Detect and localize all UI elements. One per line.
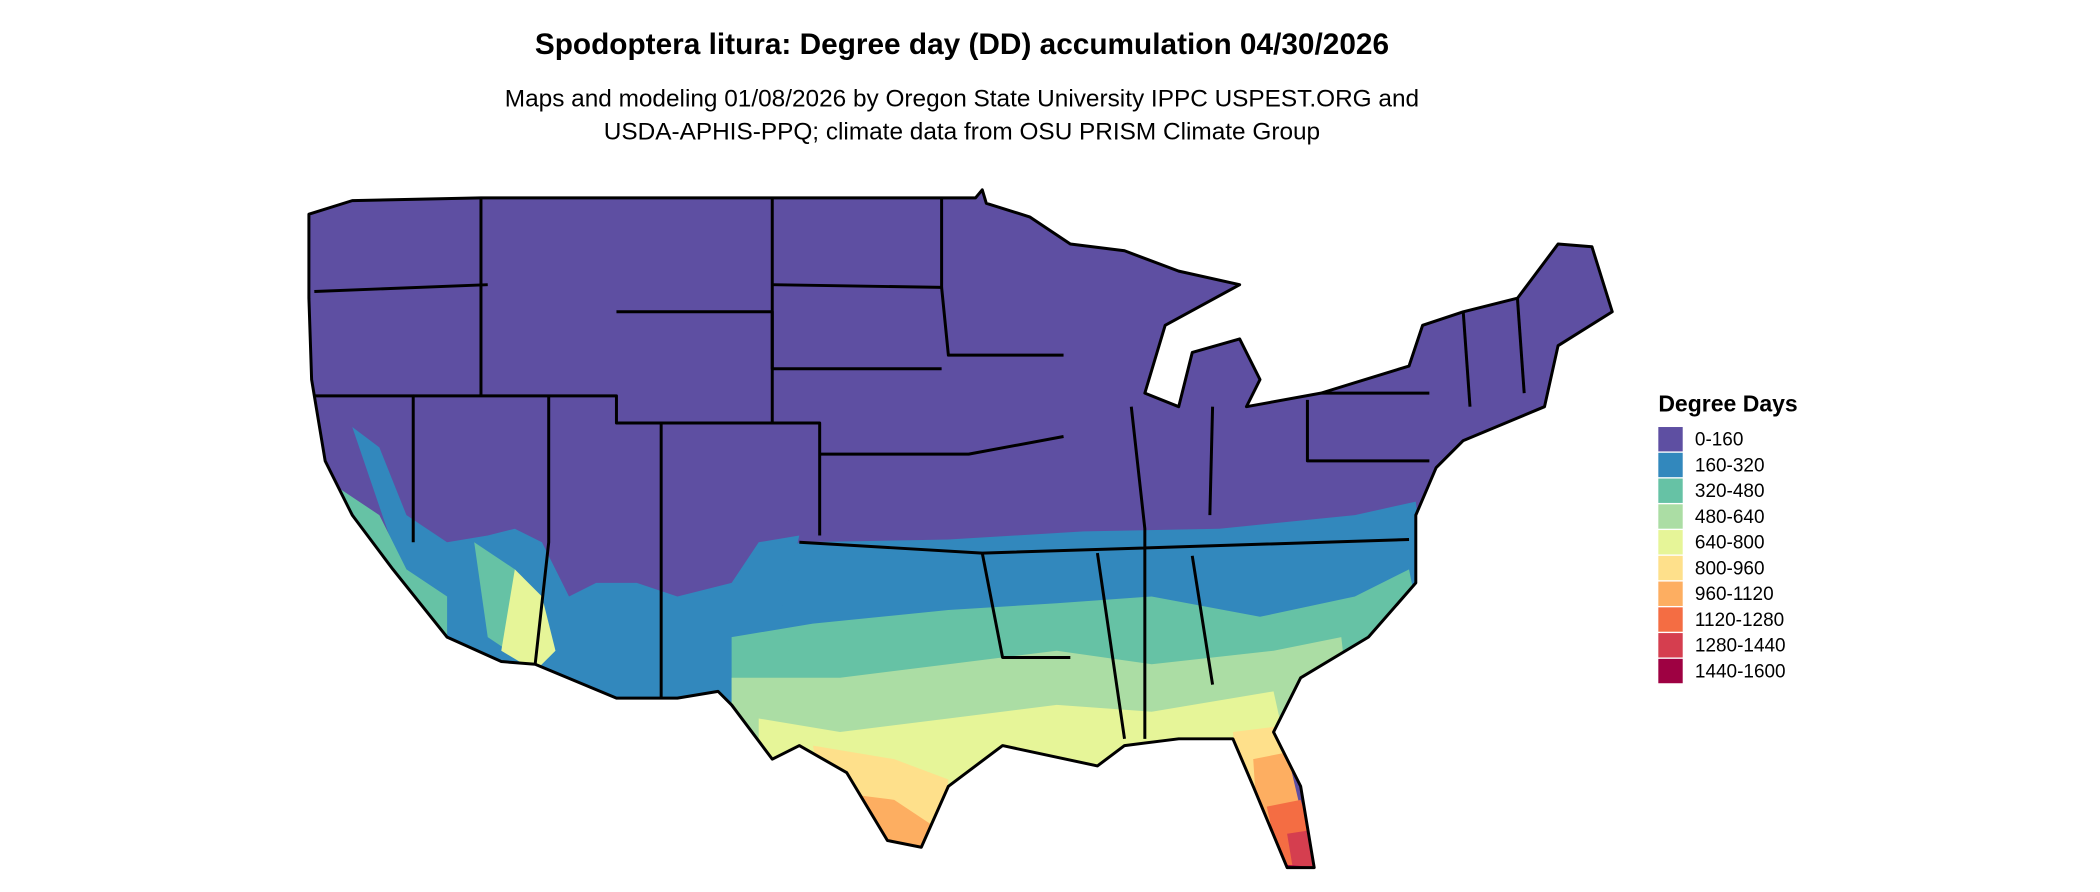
zone: [338, 488, 448, 638]
legend-label: 160-320: [1695, 455, 1765, 476]
legend-label: 800-960: [1695, 558, 1765, 579]
zone: [352, 427, 800, 705]
legend-swatch: [1658, 427, 1683, 452]
legend-swatch: [1658, 530, 1683, 555]
legend-swatch: [1658, 658, 1683, 684]
legend-swatch: [1658, 581, 1683, 606]
legend-label: 0-160: [1695, 430, 1744, 451]
legend-label: 1120-1280: [1695, 610, 1784, 631]
legend-label: 960-1120: [1695, 584, 1774, 605]
legend-title: Degree Days: [1658, 390, 1797, 416]
legend-swatch: [1658, 555, 1683, 581]
legend-swatch: [1658, 504, 1683, 529]
map-subtitle: USDA-APHIS-PPQ; climate data from OSU PR…: [604, 118, 1320, 145]
legend: Degree Days 0-160 160-320 320-480 480-640 64…: [1658, 390, 1798, 684]
map-title: Spodoptera litura: Degree day (DD) accum…: [535, 28, 1389, 61]
legend-swatch: [1658, 607, 1683, 632]
state-borders: [307, 188, 1614, 870]
legend-swatch: [1658, 478, 1683, 503]
zone: [501, 569, 556, 672]
legend-label: 320-480: [1695, 481, 1765, 502]
legend-label: 1280-1440: [1695, 636, 1786, 657]
legend-label: 480-640: [1695, 507, 1765, 528]
legend-label: 1440-1600: [1695, 661, 1786, 682]
map-subtitle: Maps and modeling 01/08/2026 by Oregon S…: [505, 86, 1419, 113]
legend-label: 640-800: [1695, 533, 1765, 554]
legend-swatch: [1658, 633, 1683, 658]
legend-swatch: [1658, 452, 1683, 478]
